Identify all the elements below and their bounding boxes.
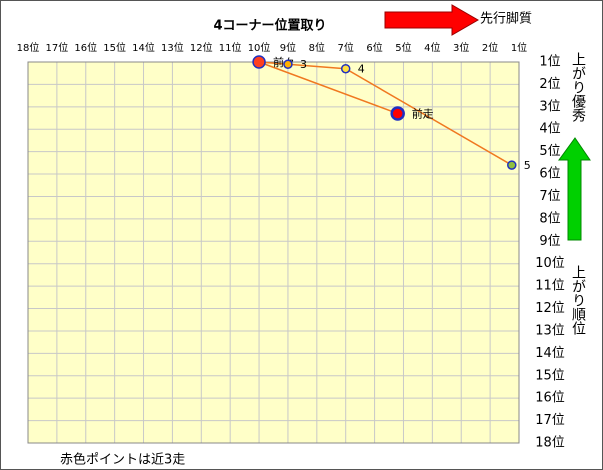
plot-border [27, 61, 520, 444]
y-tick-label: 1位 [539, 55, 560, 70]
y-tick-label: 18位 [535, 436, 565, 451]
y-tick-label: 6位 [539, 167, 560, 182]
arrow-right [384, 4, 480, 36]
point [283, 59, 293, 69]
arrow-up [558, 137, 591, 241]
y-tick-label: 4位 [539, 122, 560, 137]
point-label: 前走 [412, 107, 434, 121]
x-tick-label: 11位 [219, 41, 242, 54]
y-tick-label: 13位 [535, 323, 565, 338]
y-tick-label: 17位 [535, 413, 565, 428]
x-tick-label: 4位 [424, 41, 440, 54]
point-label: 5 [524, 159, 531, 172]
point [507, 160, 517, 170]
chart-title: 4コーナー位置取り [213, 18, 326, 34]
y-tick-label: 16位 [535, 391, 565, 406]
x-tick-label: 9位 [280, 41, 296, 54]
y-tick-label: 8位 [539, 211, 560, 226]
footer-note: 赤色ポイントは近3走 [60, 452, 185, 468]
point [252, 55, 266, 69]
x-tick-label: 18位 [17, 41, 40, 54]
arrow-up-label: 上がり優秀 [570, 52, 586, 123]
y-tick-label: 3位 [539, 99, 560, 114]
y-tick-label: 11位 [535, 279, 565, 294]
point [340, 63, 351, 74]
x-tick-label: 10位 [248, 41, 271, 54]
x-tick-label: 1位 [511, 41, 527, 54]
x-tick-label: 14位 [132, 41, 155, 54]
x-tick-label: 13位 [161, 41, 184, 54]
x-tick-label: 8位 [309, 41, 325, 54]
point [390, 106, 405, 121]
x-tick-label: 7位 [338, 41, 354, 54]
x-tick-label: 15位 [103, 41, 126, 54]
x-tick-label: 2位 [482, 41, 498, 54]
x-tick-label: 5位 [395, 41, 411, 54]
arrow-right-label: 先行脚質 [480, 11, 532, 27]
y-tick-label: 14位 [535, 346, 565, 361]
y-tick-label: 10位 [535, 256, 565, 271]
x-tick-label: 17位 [46, 41, 69, 54]
point-label: 3 [300, 58, 307, 71]
y-tick-label: 9位 [539, 234, 560, 249]
y-tick-label: 2位 [539, 77, 560, 92]
x-tick-label: 16位 [74, 41, 97, 54]
plot-area [27, 61, 520, 444]
y-axis-label: 上がり順位 [570, 265, 586, 335]
x-tick-label: 3位 [453, 41, 469, 54]
y-tick-label: 15位 [535, 368, 565, 383]
y-tick-label: 5位 [539, 144, 560, 159]
point-label: 4 [358, 63, 365, 76]
y-tick-label: 12位 [535, 301, 565, 316]
x-tick-label: 6位 [366, 41, 382, 54]
x-tick-label: 12位 [190, 41, 213, 54]
y-tick-label: 7位 [539, 189, 560, 204]
